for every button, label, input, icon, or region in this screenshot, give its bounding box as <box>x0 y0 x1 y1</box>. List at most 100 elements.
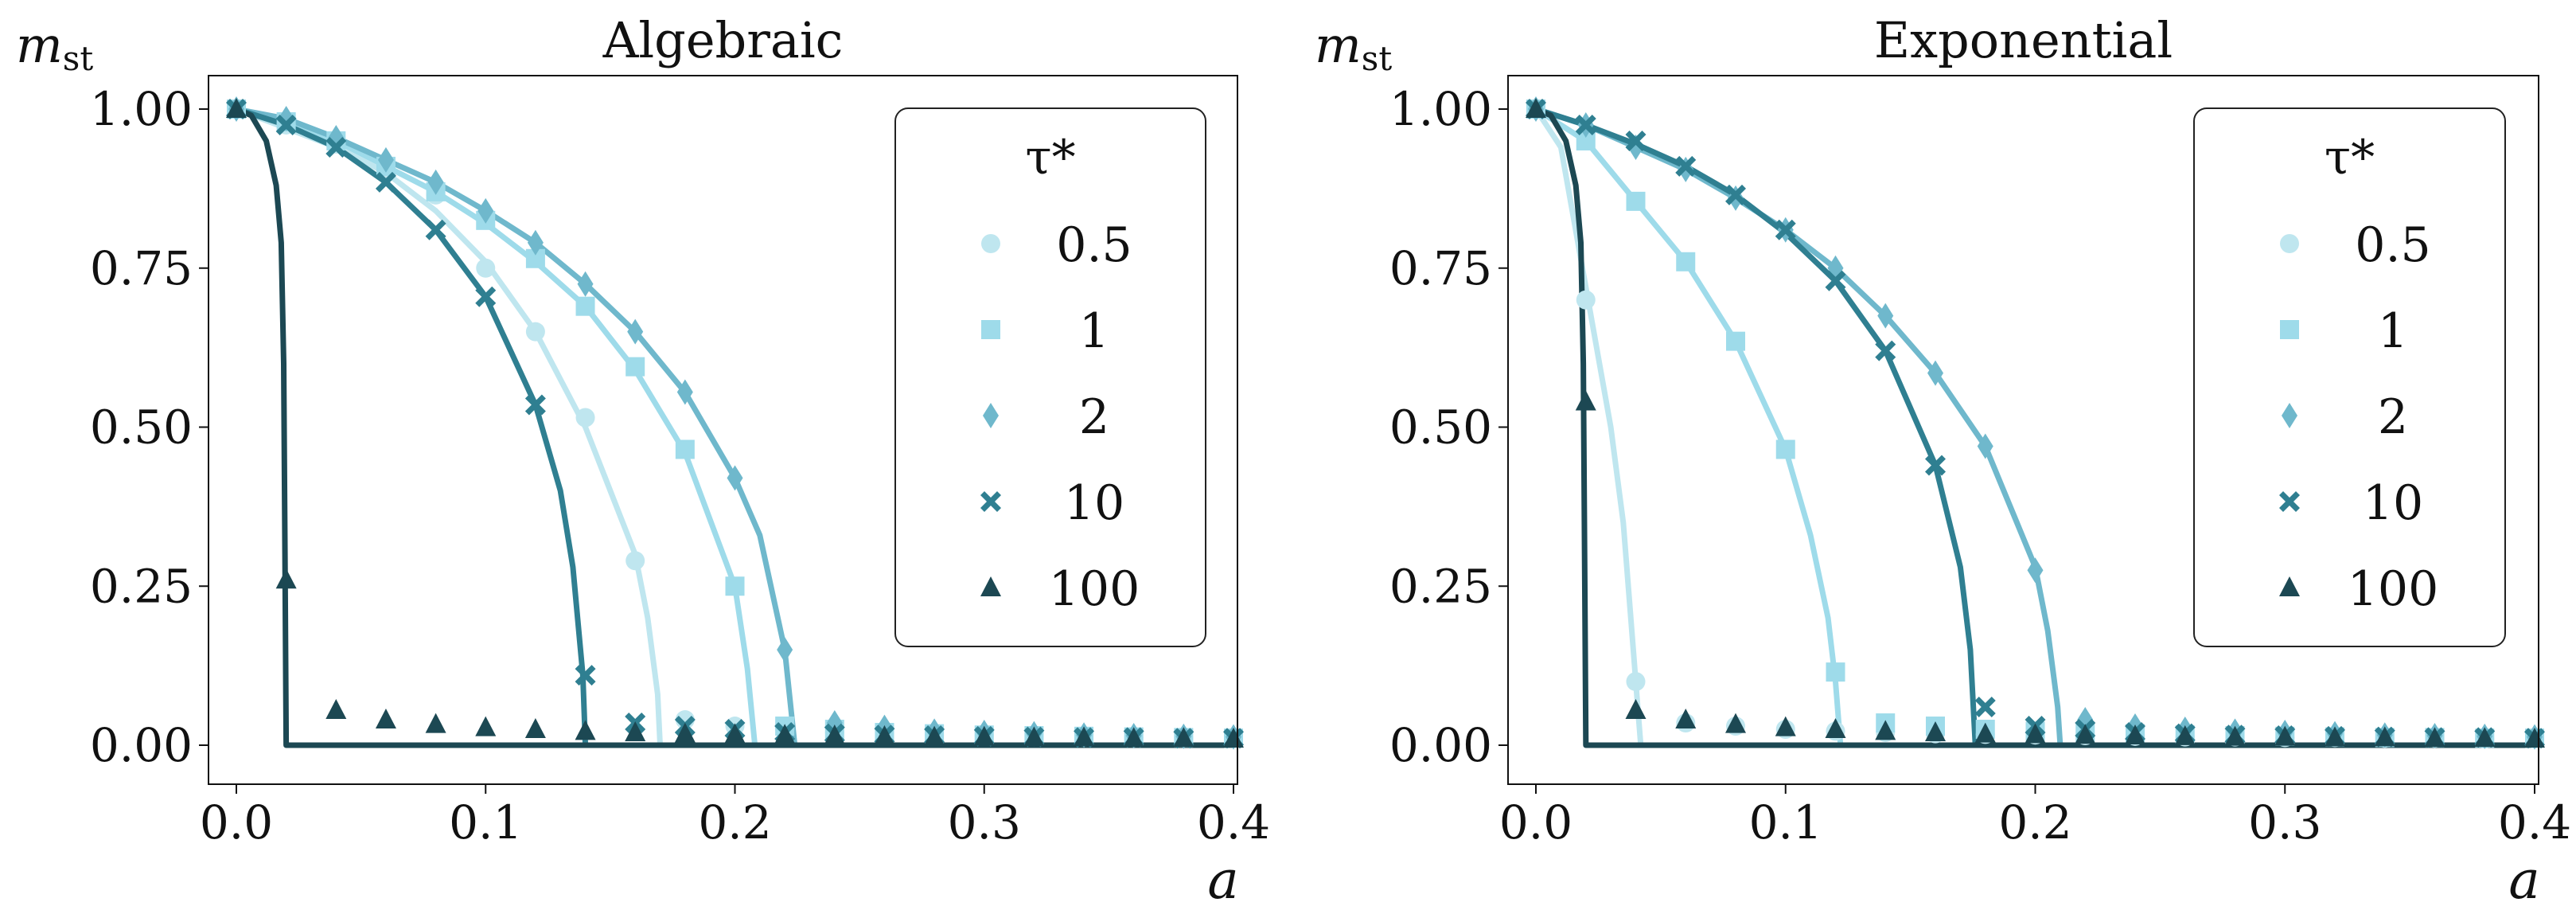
x-tick-label: 0.2 <box>1998 795 2071 849</box>
data-point-tau-10 <box>1775 219 1796 240</box>
legend-marker-tau-1 <box>2280 320 2299 339</box>
x-tick-label: 0.4 <box>2498 795 2571 849</box>
data-point-tau-100 <box>2174 724 2196 745</box>
legend-marker-tau-100 <box>2279 576 2300 596</box>
data-point-tau-100 <box>1123 727 1144 748</box>
legend-marker-tau-10 <box>2279 491 2300 512</box>
data-point-tau-100 <box>1675 709 1697 729</box>
data-point-tau-2 <box>627 318 644 345</box>
legend-label: 2 <box>1079 389 1109 445</box>
data-point-tau-100 <box>375 709 396 729</box>
data-point-tau-1 <box>725 576 745 596</box>
data-point-tau-100 <box>1223 728 1244 748</box>
data-point-tau-2 <box>1977 433 1993 459</box>
data-point-tau-100 <box>2025 723 2046 744</box>
data-point-tau-10 <box>375 171 396 193</box>
x-axis-label: a <box>1207 849 1238 910</box>
data-point-tau-100 <box>1023 726 1045 747</box>
data-point-tau-0.5 <box>476 258 496 278</box>
data-point-tau-100 <box>575 720 596 740</box>
data-point-tau-100 <box>325 699 347 720</box>
data-point-tau-0.5 <box>525 322 545 342</box>
y-tick-label: 0.50 <box>1389 400 1492 455</box>
legend-title: τ* <box>2325 130 2375 186</box>
data-point-tau-10 <box>1925 455 1946 476</box>
x-tick-label: 0.1 <box>1749 795 1822 849</box>
data-point-tau-2 <box>2027 557 2044 584</box>
data-point-tau-100 <box>2224 725 2246 746</box>
legend-label: 2 <box>2378 389 2408 445</box>
data-point-tau-1 <box>1626 191 1646 211</box>
data-point-tau-1 <box>1726 331 1745 351</box>
data-point-tau-1 <box>625 357 645 377</box>
y-tick-label: 0.75 <box>1389 241 1492 295</box>
data-point-tau-10 <box>524 394 546 416</box>
series-curve-tau-0.5 <box>1534 107 2535 748</box>
data-point-tau-100 <box>2075 724 2096 744</box>
data-point-tau-100 <box>1625 699 1647 720</box>
legend: τ* 0.5 1 2 10 100 <box>894 107 1206 647</box>
data-point-tau-10 <box>1974 697 1996 718</box>
legend-label: 0.5 <box>1056 217 1132 273</box>
y-tick-label: 0.25 <box>90 559 193 613</box>
data-point-tau-100 <box>1725 713 1746 733</box>
y-tick-label: 0.00 <box>1389 718 1492 772</box>
data-point-tau-100 <box>425 713 446 733</box>
data-point-tau-10 <box>575 665 596 686</box>
legend-box <box>894 107 1206 647</box>
x-axis-label: a <box>2508 849 2539 910</box>
data-point-tau-100 <box>724 723 746 744</box>
data-point-tau-100 <box>774 724 796 744</box>
data-point-tau-2 <box>777 637 793 663</box>
legend-label: 0.5 <box>2355 217 2430 273</box>
data-point-tau-100 <box>2424 727 2445 748</box>
y-tick-label: 0.25 <box>1389 559 1492 613</box>
x-tick-label: 0.2 <box>698 795 771 849</box>
x-tick-label: 0.4 <box>1197 795 1270 849</box>
x-tick-label: 0.1 <box>449 795 522 849</box>
data-point-tau-100 <box>1775 716 1796 736</box>
legend-label: 1 <box>1079 303 1109 359</box>
data-point-tau-100 <box>226 98 247 118</box>
data-point-tau-100 <box>2125 724 2145 745</box>
chart-title: Algebraic <box>602 11 844 69</box>
legend-marker-tau-0.5 <box>2280 234 2299 253</box>
data-point-tau-100 <box>674 722 696 743</box>
data-point-tau-100 <box>1526 98 1546 118</box>
data-point-tau-1 <box>1676 252 1696 271</box>
data-point-tau-0.5 <box>575 408 595 428</box>
data-point-tau-10 <box>1725 184 1746 205</box>
data-point-tau-100 <box>625 721 646 742</box>
data-point-tau-2 <box>527 229 544 256</box>
series-curve-tau-100 <box>235 106 1233 748</box>
data-point-tau-0.5 <box>1576 290 1596 310</box>
y-tick-label: 1.00 <box>90 82 193 136</box>
data-point-tau-10 <box>1875 340 1896 361</box>
data-point-tau-100 <box>874 724 895 745</box>
data-point-tau-100 <box>824 724 845 745</box>
data-point-tau-0.5 <box>1626 672 1646 692</box>
chart-panel-2: 0.0 0.1 0.2 0.3 0.4 0.00 0.25 0.50 0.75 1.00 Expon… <box>1315 11 2571 910</box>
legend-marker-tau-100 <box>980 576 1001 596</box>
data-point-tau-2 <box>676 379 693 405</box>
legend-marker-tau-2 <box>983 403 999 428</box>
legend-title: τ* <box>1025 130 1075 186</box>
x-tick-label: 0.0 <box>200 795 273 849</box>
legend-label: 10 <box>2363 475 2423 531</box>
data-point-tau-1 <box>1775 439 1795 459</box>
y-tick-label: 0.00 <box>90 718 193 772</box>
y-axis-label: mst <box>1315 16 1392 78</box>
legend-marker-tau-10 <box>980 491 1001 512</box>
data-point-tau-1 <box>575 296 595 316</box>
data-point-tau-2 <box>427 169 444 195</box>
data-point-tau-100 <box>275 568 297 589</box>
series-curve-tau-100 <box>1534 106 2535 748</box>
y-tick-label: 0.50 <box>90 400 193 455</box>
y-tick-label: 0.75 <box>90 241 193 295</box>
data-point-tau-100 <box>1875 720 1896 740</box>
data-point-tau-10 <box>325 136 347 158</box>
data-point-tau-1 <box>1826 662 1845 682</box>
data-point-tau-100 <box>2524 728 2545 748</box>
data-point-tau-100 <box>1974 722 1996 743</box>
